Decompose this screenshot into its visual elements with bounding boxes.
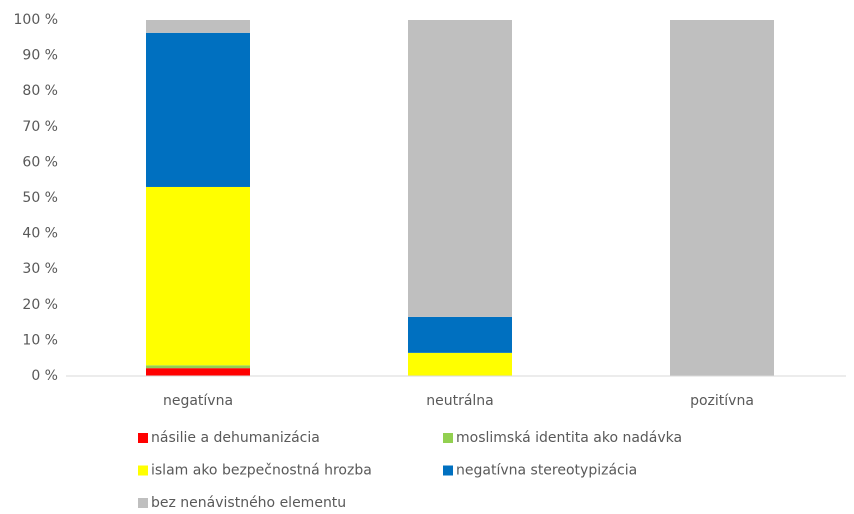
bar-segment [146,368,250,376]
legend-label: moslimská identita ako nadávka [456,430,682,446]
legend-label: negatívna stereotypizácia [456,463,637,479]
bar-segment [670,20,774,376]
y-tick-label: 60 % [22,154,58,170]
legend-swatch [443,465,453,476]
bar-segment [146,20,250,33]
bar-segment [408,20,512,317]
legend-swatch [443,433,453,443]
bar-segment [146,365,250,369]
bar-segment [408,316,512,353]
x-tick-label: neutrálna [426,393,494,409]
legend-label: bez nenávistného elementu [151,495,346,511]
x-tick-label: pozitívna [690,393,754,409]
bar-segment [146,32,250,187]
y-tick-label: 80 % [22,83,58,99]
legend-label: násilie a dehumanizácia [151,430,320,446]
y-tick-label: 40 % [22,226,58,242]
y-tick-label: 30 % [22,261,58,277]
legend-swatch [138,465,148,476]
bar-segment [146,186,250,366]
legend-label: islam ako bezpečnostná hrozba [151,463,372,479]
x-tick-label: negatívna [163,393,233,409]
y-tick-label: 90 % [22,48,58,64]
bar-segment [408,352,512,376]
y-tick-label: 20 % [22,297,58,313]
y-tick-label: 50 % [22,190,58,206]
y-tick-label: 10 % [22,332,58,348]
legend-swatch [138,498,148,508]
y-tick-label: 0 % [31,368,58,384]
y-tick-label: 70 % [22,119,58,135]
y-tick-label: 100 % [14,12,58,28]
legend-swatch [138,433,148,443]
